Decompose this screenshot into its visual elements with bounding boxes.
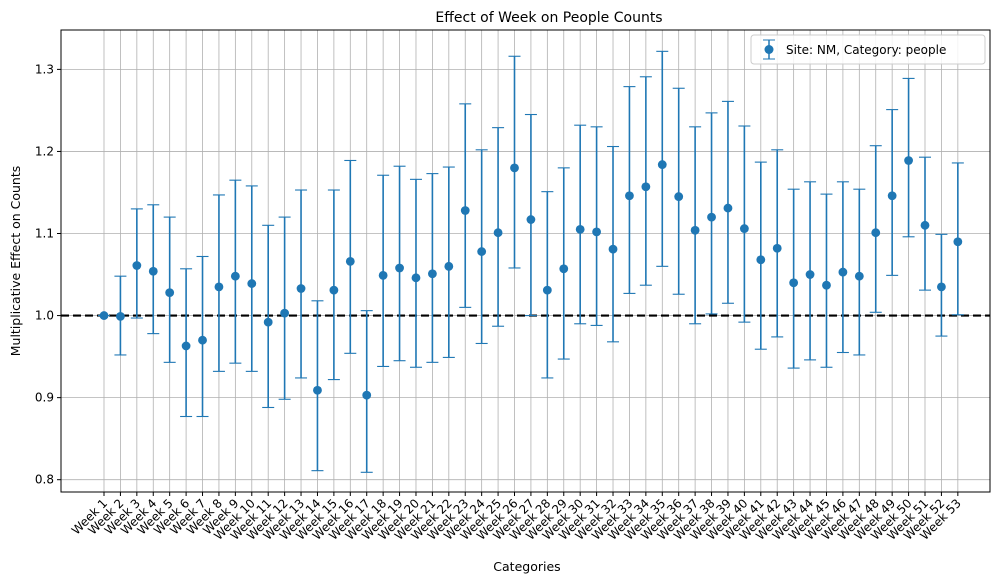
legend-marker-icon: [764, 45, 774, 54]
data-point: [510, 163, 519, 173]
legend: Site: NM, Category: people: [750, 34, 986, 65]
data-point: [920, 220, 930, 230]
data-point: [296, 284, 306, 293]
data-point: [575, 225, 585, 234]
y-tick-label: 1.1: [35, 227, 54, 241]
y-tick-label: 1.0: [35, 309, 54, 323]
data-point: [345, 257, 355, 266]
y-tick-label: 1.3: [35, 62, 54, 76]
data-point: [739, 224, 749, 233]
data-point: [99, 311, 109, 320]
data-point: [378, 270, 388, 280]
data-point: [132, 261, 142, 270]
data-point: [280, 308, 290, 318]
data-point: [313, 385, 322, 395]
data-point: [477, 247, 487, 256]
data-point: [444, 261, 454, 271]
data-point: [674, 192, 684, 201]
data-point: [789, 278, 799, 288]
data-point: [198, 335, 207, 345]
data-point: [854, 271, 864, 281]
data-point: [904, 156, 913, 165]
data-point: [214, 282, 224, 292]
data-point: [395, 263, 404, 273]
data-point: [230, 271, 240, 281]
data-point: [148, 266, 158, 276]
data-point: [937, 282, 946, 292]
data-point: [772, 243, 782, 253]
y-tick-label: 1.2: [35, 144, 54, 158]
data-point: [723, 203, 733, 213]
data-point: [559, 264, 569, 274]
legend-label: Site: NM, Category: people: [786, 43, 946, 57]
data-point: [493, 228, 503, 238]
chart-title: Effect of Week on People Counts: [435, 10, 662, 26]
data-point: [608, 244, 618, 254]
y-axis-label: Multiplicative Effect on Counts: [8, 166, 23, 357]
data-point: [428, 269, 437, 279]
data-point: [756, 255, 766, 265]
data-point: [805, 270, 815, 279]
data-series: [98, 50, 964, 473]
legend-box: [750, 34, 986, 65]
plot-frame: [60, 29, 991, 493]
x-axis-label: Categories: [493, 559, 560, 574]
data-point: [526, 215, 536, 224]
data-point: [690, 225, 700, 235]
data-point: [625, 191, 634, 201]
data-point: [247, 279, 257, 288]
y-tick-label: 0.9: [35, 391, 54, 405]
data-point: [838, 267, 848, 277]
data-point: [362, 390, 372, 400]
data-point: [460, 206, 470, 215]
data-point: [657, 160, 667, 169]
data-point: [542, 285, 552, 295]
y-tick-label: 0.8: [35, 473, 54, 487]
data-point: [592, 227, 601, 237]
data-point: [871, 228, 881, 238]
data-point: [116, 311, 125, 321]
data-point: [181, 341, 191, 351]
data-point: [707, 212, 716, 222]
grid: [61, 30, 990, 492]
data-point: [329, 285, 339, 295]
data-point: [822, 280, 831, 290]
data-point: [887, 191, 897, 201]
data-point: [953, 237, 963, 247]
data-point: [641, 182, 651, 192]
data-point: [165, 288, 175, 297]
data-point: [411, 273, 421, 283]
data-point: [263, 317, 273, 327]
